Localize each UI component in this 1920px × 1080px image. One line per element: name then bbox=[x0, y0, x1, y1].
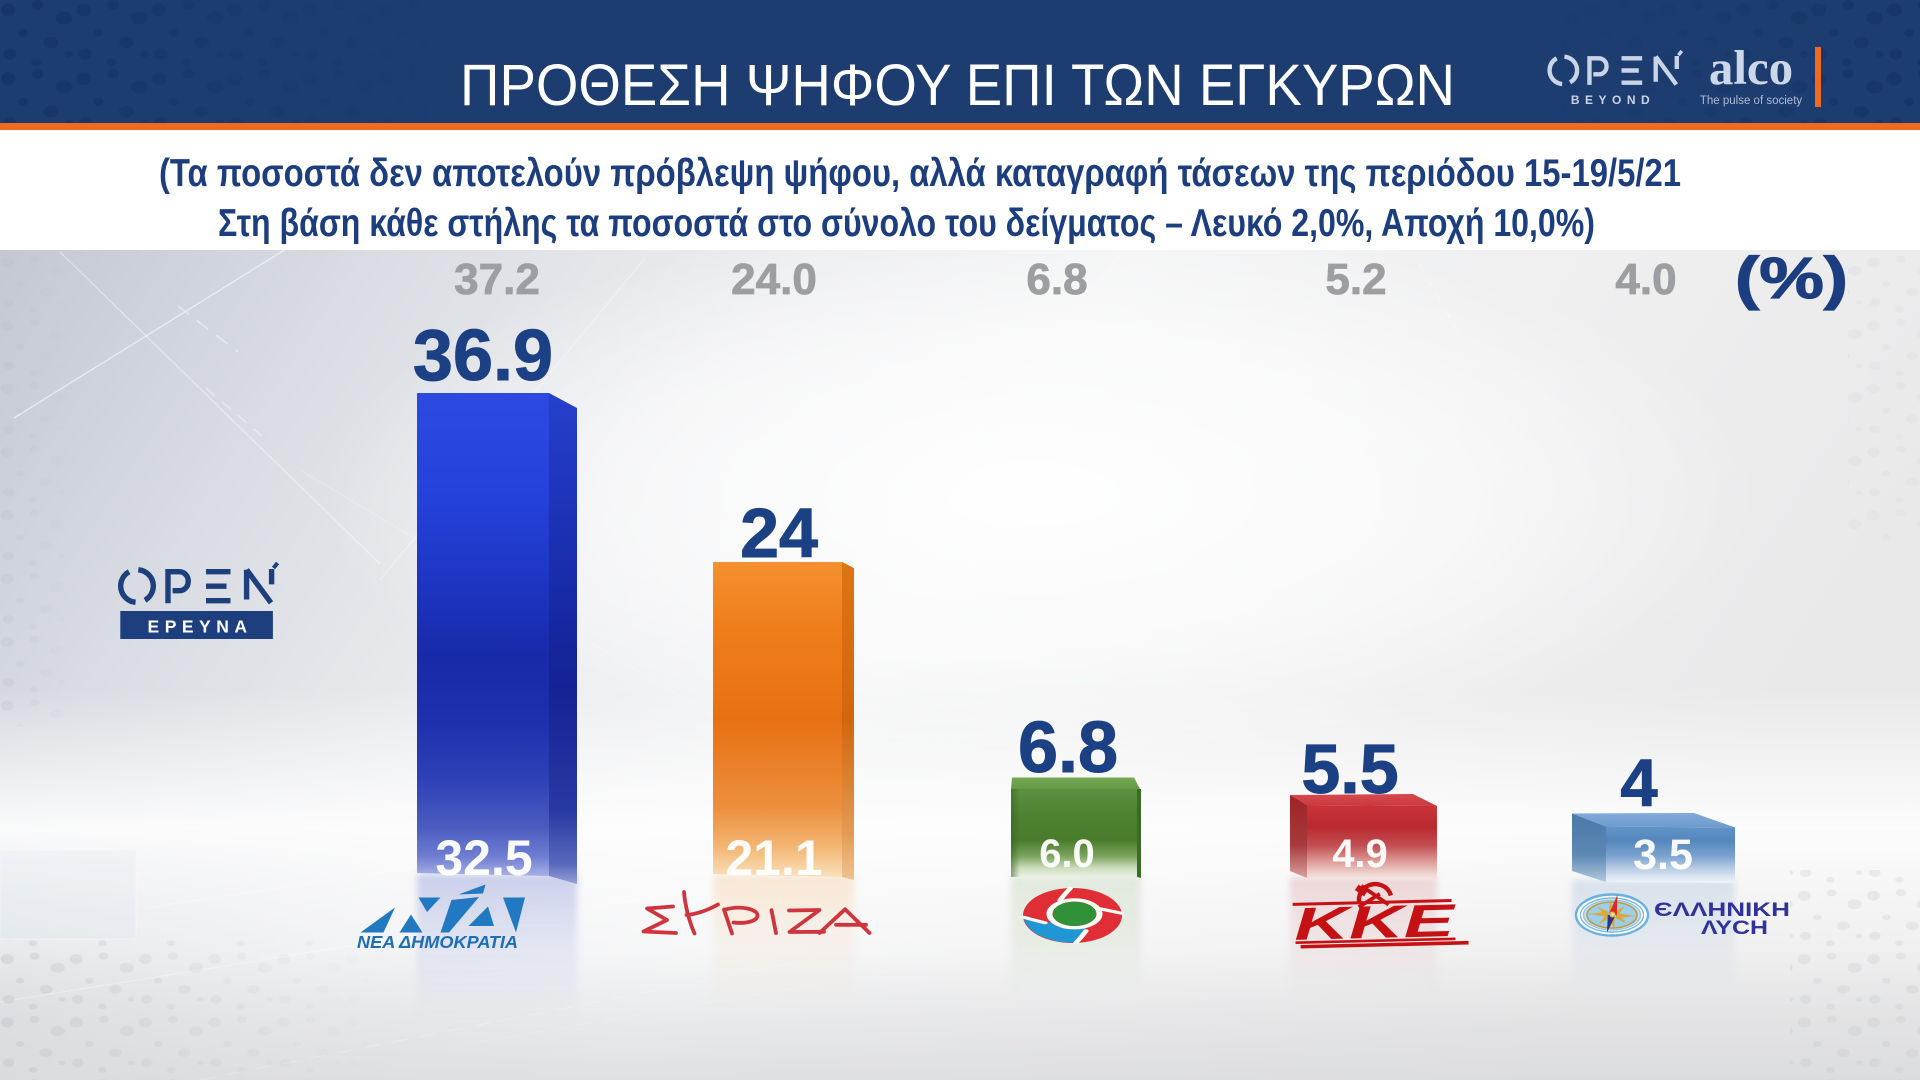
svg-text:(Τα ποσοστά δεν αποτελούν πρόβ: (Τα ποσοστά δεν αποτελούν πρόβλεψη ψήφου… bbox=[159, 152, 1681, 195]
svg-text:5.2: 5.2 bbox=[1325, 255, 1386, 304]
svg-text:24.0: 24.0 bbox=[731, 255, 817, 304]
svg-text:37.2: 37.2 bbox=[454, 255, 540, 304]
svg-text:alco: alco bbox=[1709, 40, 1793, 95]
svg-text:ΝΕΑ ΔΗΜΟΚΡΑΤΙΑ: ΝΕΑ ΔΗΜΟΚΡΑΤΙΑ bbox=[357, 932, 518, 952]
svg-text:ΛΥCΗ: ΛΥCΗ bbox=[1701, 918, 1768, 939]
svg-text:ΕΡΕΥΝΑ: ΕΡΕΥΝΑ bbox=[148, 617, 253, 637]
svg-text:6.0: 6.0 bbox=[1039, 832, 1095, 876]
svg-text:36.9: 36.9 bbox=[413, 316, 553, 396]
svg-text:BEYOND: BEYOND bbox=[1571, 93, 1655, 107]
svg-text:ΠΡΟΘΕΣΗ ΨΗΦΟΥ ΕΠΙ ΤΩΝ ΕΓΚΥΡΩΝ: ΠΡΟΘΕΣΗ ΨΗΦΟΥ ΕΠΙ ΤΩΝ ΕΓΚΥΡΩΝ bbox=[460, 53, 1455, 118]
svg-text:3.5: 3.5 bbox=[1633, 831, 1693, 879]
svg-text:5.5: 5.5 bbox=[1301, 730, 1398, 808]
svg-text:4.9: 4.9 bbox=[1332, 832, 1388, 876]
svg-text:Στη βάση κάθε στήλης τα ποσοστ: Στη βάση κάθε στήλης τα ποσοστά στο σύνο… bbox=[218, 202, 1595, 245]
svg-text:6.8: 6.8 bbox=[1026, 255, 1087, 304]
svg-text:32.5: 32.5 bbox=[435, 830, 532, 886]
svg-text:4: 4 bbox=[1620, 746, 1657, 821]
svg-text:ЄΛΛΗΝΙΚΗ: ЄΛΛΗΝΙΚΗ bbox=[1654, 900, 1790, 921]
svg-text:24: 24 bbox=[740, 494, 818, 572]
svg-text:The pulse of society: The pulse of society bbox=[1700, 95, 1803, 107]
svg-text:21.1: 21.1 bbox=[725, 830, 822, 886]
svg-text:4.0: 4.0 bbox=[1615, 255, 1676, 304]
svg-text:6.8: 6.8 bbox=[1018, 708, 1118, 788]
svg-text:(%): (%) bbox=[1735, 246, 1848, 311]
